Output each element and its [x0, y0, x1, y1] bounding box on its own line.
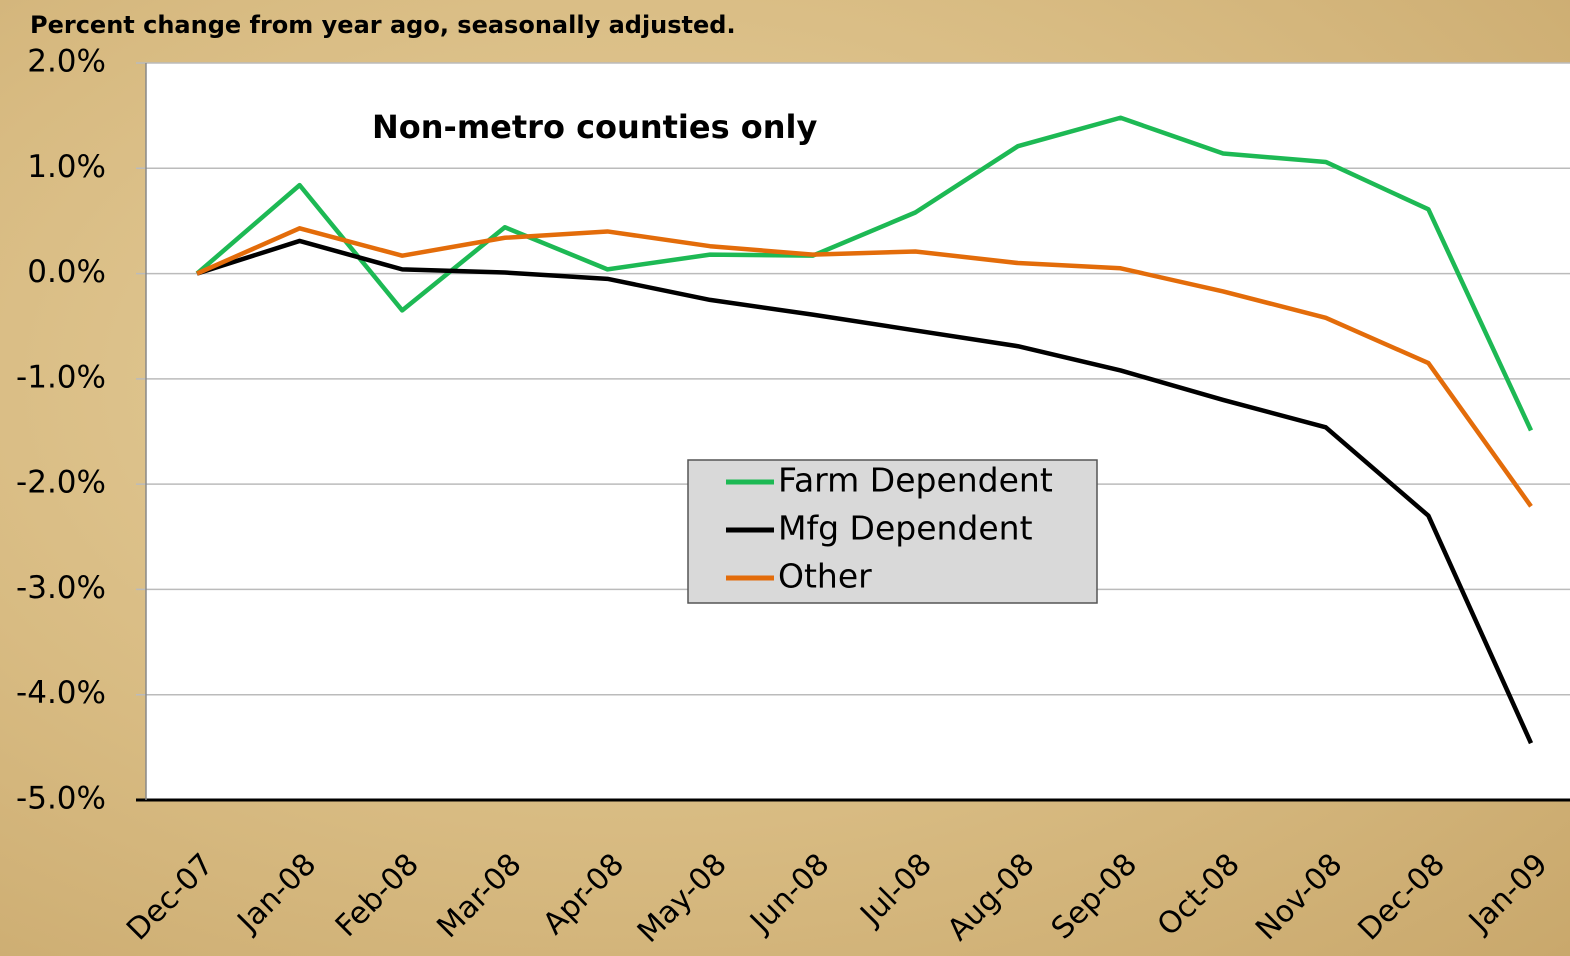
plot-area — [146, 63, 1570, 800]
x-tick-label: Nov-08 — [1249, 847, 1349, 947]
series-line — [196, 238, 1534, 745]
y-tick-label: 0.0% — [27, 254, 106, 290]
x-tick-label: Jan-08 — [230, 847, 324, 941]
y-tick-label: -5.0% — [16, 781, 106, 817]
x-tick-label: Feb-08 — [329, 847, 426, 944]
x-tick-label: Dec-08 — [1352, 847, 1452, 947]
x-tick-label: Dec-07 — [120, 847, 220, 947]
x-tick-label: Jul-08 — [853, 847, 939, 933]
y-tick-label: -4.0% — [16, 675, 106, 711]
x-tick-label: Sep-08 — [1045, 847, 1144, 946]
y-tick-label: -1.0% — [16, 359, 106, 395]
series-line — [195, 115, 1534, 432]
x-tick-label: May-08 — [631, 847, 734, 950]
y-tick-label: 1.0% — [27, 149, 106, 185]
y-tick-label: 2.0% — [27, 44, 106, 80]
annotation: Non-metro counties only — [372, 108, 817, 146]
x-tick-label: Aug-08 — [941, 847, 1042, 948]
legend-label: Mfg Dependent — [778, 509, 1033, 548]
legend-label: Other — [778, 557, 872, 596]
x-tick-label: Apr-08 — [536, 847, 631, 942]
x-tick-label: Jun-08 — [742, 847, 836, 941]
x-tick-label: Mar-08 — [430, 847, 528, 945]
x-tick-label: Oct-08 — [1151, 847, 1247, 943]
series-line — [196, 226, 1533, 508]
x-tick-label: Jan-09 — [1461, 847, 1555, 941]
legend-label: Farm Dependent — [778, 461, 1053, 500]
y-tick-label: -2.0% — [16, 465, 106, 501]
y-tick-label: -3.0% — [16, 570, 106, 606]
chart-title: Percent change from year ago, seasonally… — [30, 11, 736, 39]
